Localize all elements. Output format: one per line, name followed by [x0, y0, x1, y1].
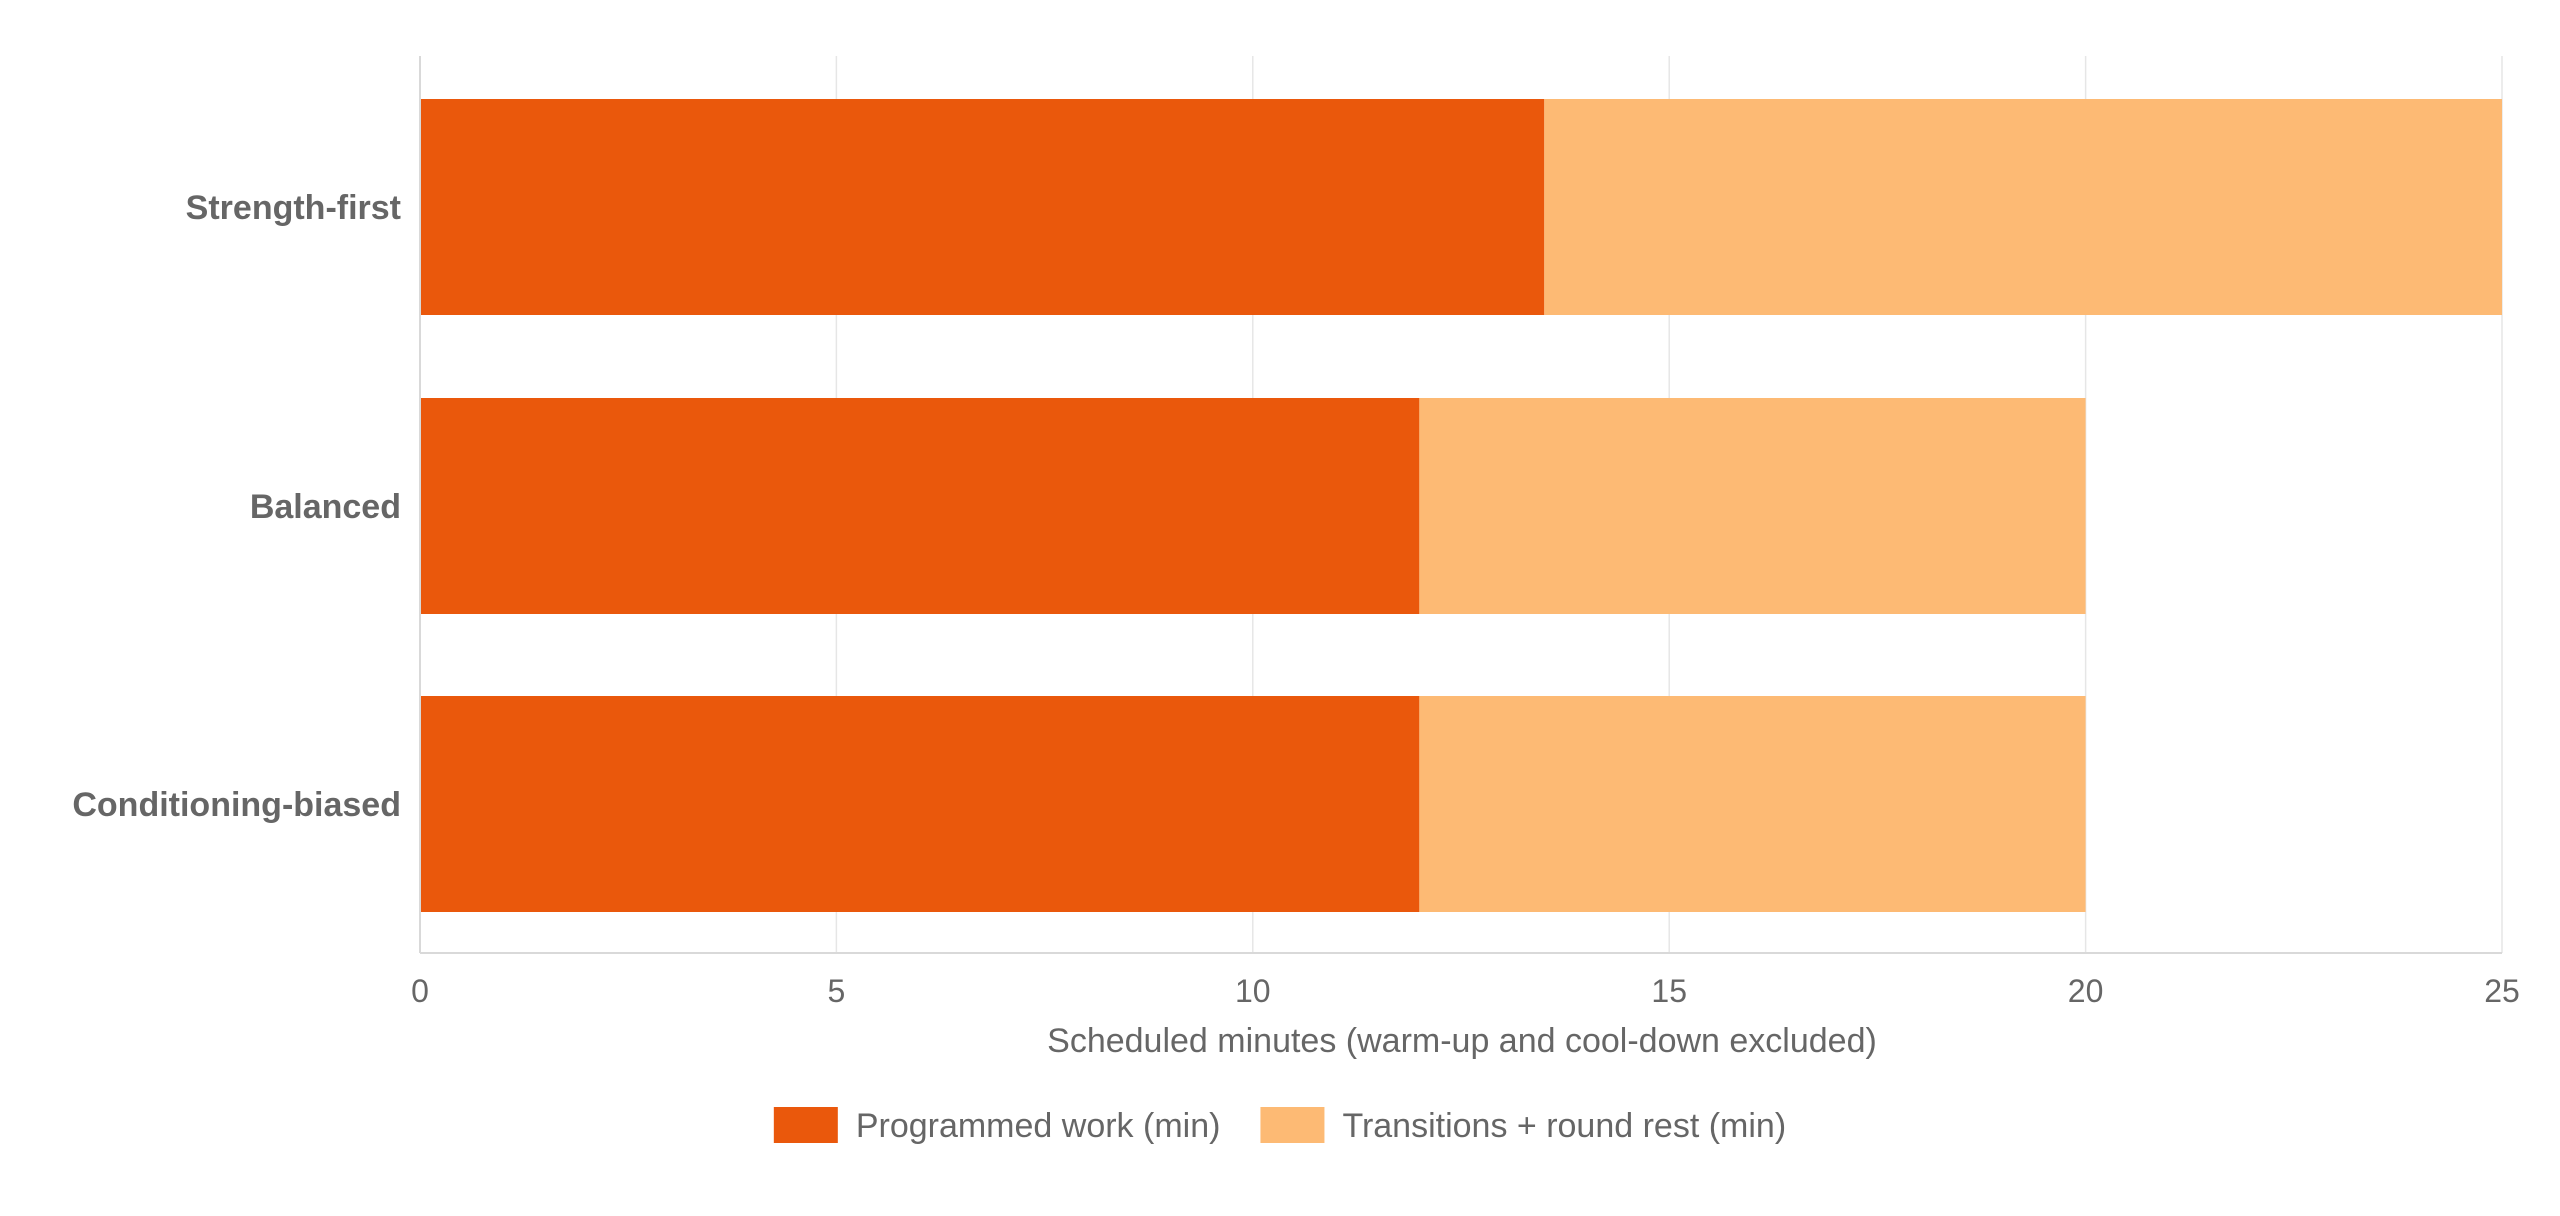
legend: Programmed work (min) Transitions + round… [773, 1107, 1786, 1145]
x-tick-label-0: 0 [411, 973, 429, 1009]
bars [420, 99, 2502, 912]
category-labels: Strength-first Balanced Conditioning-biase… [72, 189, 401, 824]
bar-conditioning-biased-series-2 [1419, 696, 2086, 912]
axes: 0 5 10 15 20 25 [411, 56, 2520, 1009]
x-tick-label-10: 10 [1235, 973, 1271, 1009]
bar-balanced-series-2 [1419, 398, 2086, 614]
category-label-conditioning-biased: Conditioning-biased [72, 786, 401, 824]
bar-strength-first-series-1 [420, 99, 1545, 315]
x-tick-label-20: 20 [2068, 973, 2104, 1009]
x-tick-label-15: 15 [1651, 973, 1687, 1009]
bar-conditioning-biased-series-1 [420, 696, 1420, 912]
category-label-strength-first: Strength-first [186, 189, 401, 227]
x-axis-title: Scheduled minutes (warm-up and cool-down… [1047, 1022, 1877, 1060]
legend-swatch-1 [773, 1107, 838, 1143]
bar-balanced-series-1 [420, 398, 1420, 614]
x-tick-label-25: 25 [2484, 973, 2520, 1009]
bar-strength-first-series-2 [1544, 99, 2502, 315]
category-label-balanced: Balanced [250, 488, 401, 526]
legend-swatch-2 [1260, 1107, 1325, 1143]
legend-label-1: Programmed work (min) [856, 1107, 1221, 1145]
legend-label-2: Transitions + round rest (min) [1342, 1107, 1786, 1145]
x-tick-label-5: 5 [828, 973, 846, 1009]
